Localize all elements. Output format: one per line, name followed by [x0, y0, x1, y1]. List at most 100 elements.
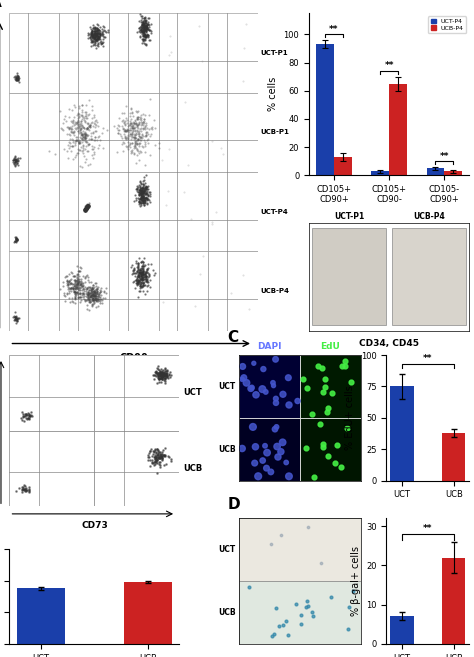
Point	[249, 422, 257, 432]
Point	[158, 368, 166, 378]
Point	[83, 202, 91, 212]
Point	[155, 372, 162, 382]
Point	[64, 279, 72, 289]
Point	[81, 205, 89, 215]
Point	[82, 141, 89, 151]
Point	[142, 26, 150, 37]
Point	[136, 198, 144, 208]
Point	[144, 18, 152, 29]
Point	[145, 191, 152, 202]
Point	[99, 31, 107, 41]
Point	[11, 155, 19, 166]
Point	[137, 273, 145, 284]
Point	[84, 202, 91, 213]
Point	[160, 371, 168, 381]
Point	[91, 294, 99, 305]
Point	[94, 27, 101, 37]
Point	[98, 39, 105, 49]
Point	[84, 292, 92, 302]
Point	[158, 452, 165, 463]
Point	[93, 284, 101, 295]
Point	[81, 133, 88, 144]
Point	[88, 27, 96, 37]
Point	[158, 371, 166, 382]
Point	[140, 124, 147, 134]
Point	[70, 271, 78, 281]
Point	[91, 32, 99, 42]
Point	[83, 202, 91, 212]
Point	[79, 292, 87, 302]
Point	[83, 202, 91, 213]
Point	[138, 187, 146, 198]
Point	[130, 263, 137, 274]
Point	[71, 281, 78, 291]
Point	[82, 294, 90, 305]
Point	[91, 126, 99, 137]
Point	[81, 126, 89, 137]
Point	[84, 201, 92, 212]
Point	[144, 184, 151, 194]
Point	[82, 202, 90, 213]
Point	[87, 290, 95, 301]
Point	[94, 290, 101, 301]
Point	[142, 20, 150, 30]
Point	[88, 28, 95, 38]
Point	[19, 411, 27, 421]
Point	[136, 187, 144, 198]
Point	[141, 110, 149, 120]
Point	[73, 116, 81, 127]
Point	[95, 32, 103, 42]
Point	[141, 30, 148, 41]
Point	[273, 602, 280, 613]
Point	[82, 203, 90, 214]
Point	[10, 72, 18, 82]
Point	[314, 360, 321, 371]
Point	[11, 157, 19, 168]
Bar	[316, 44, 334, 175]
Point	[78, 132, 86, 143]
Point	[95, 289, 102, 300]
Point	[88, 286, 96, 296]
Point	[138, 256, 146, 267]
Point	[84, 119, 91, 129]
Point	[140, 20, 148, 30]
Point	[91, 34, 99, 45]
Point	[196, 20, 203, 31]
Point	[85, 294, 92, 305]
Point	[161, 378, 169, 388]
Point	[135, 129, 143, 139]
Point	[162, 449, 169, 460]
Point	[137, 115, 145, 125]
Point	[120, 126, 128, 137]
Point	[18, 486, 26, 497]
Point	[136, 275, 143, 286]
Point	[82, 204, 90, 215]
Point	[137, 194, 145, 205]
Point	[139, 263, 147, 274]
Text: **: **	[384, 61, 394, 70]
Point	[93, 283, 101, 293]
Point	[133, 186, 141, 196]
Point	[141, 141, 149, 152]
Point	[154, 371, 162, 382]
Point	[131, 130, 138, 141]
Point	[121, 133, 129, 143]
Bar	[239, 518, 361, 581]
Point	[73, 122, 81, 133]
Point	[82, 202, 90, 213]
Point	[13, 158, 20, 168]
Point	[84, 200, 91, 211]
Point	[93, 292, 101, 303]
Point	[97, 29, 104, 39]
Point	[129, 124, 137, 135]
Point	[136, 21, 144, 32]
Point	[127, 123, 134, 133]
Point	[141, 121, 148, 131]
Point	[133, 184, 141, 194]
Point	[96, 37, 104, 48]
Point	[131, 132, 139, 143]
Point	[75, 276, 83, 286]
Point	[85, 201, 92, 212]
Point	[130, 118, 138, 128]
Point	[131, 115, 139, 125]
